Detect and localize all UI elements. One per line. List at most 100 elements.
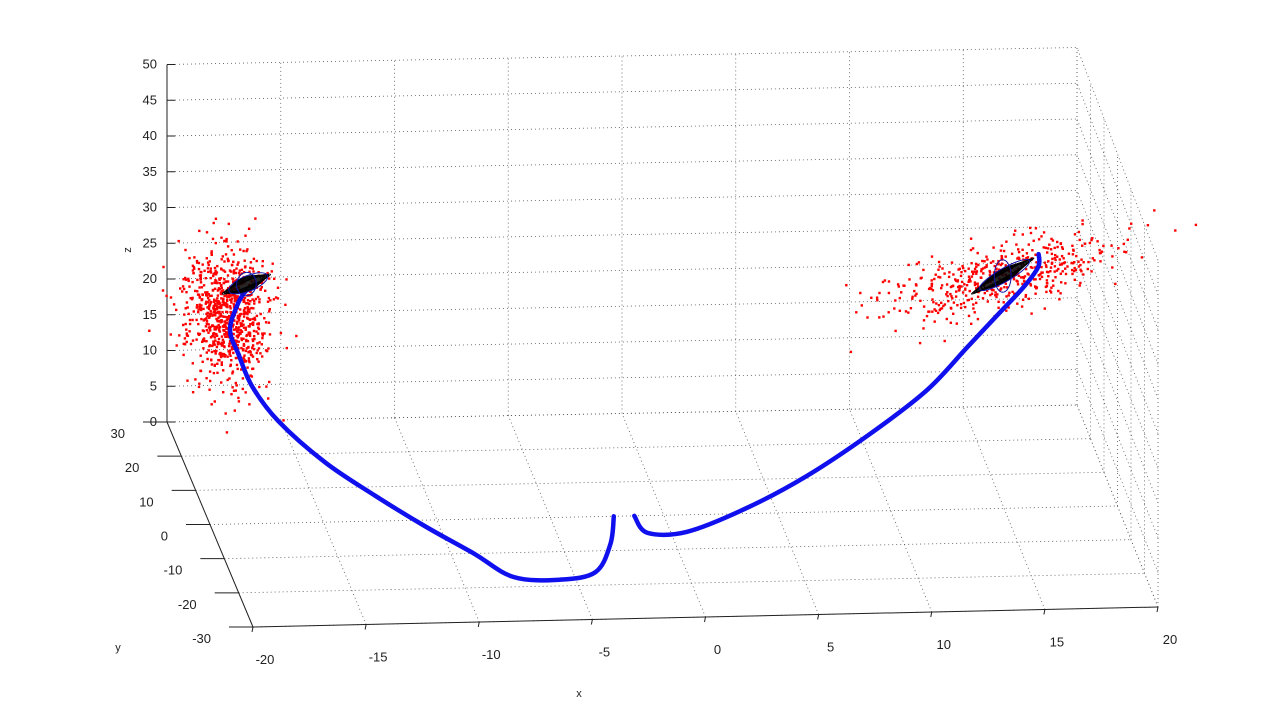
scatter-point [1050,261,1054,264]
scatter-point [191,318,194,322]
scatter-point [224,253,228,256]
scatter-point [220,344,224,347]
scatter-point [233,294,237,297]
scatter-point [1051,239,1055,242]
scatter-point [240,346,243,350]
scatter-point [222,329,225,332]
scatter-point [976,251,979,255]
scatter-point [259,312,262,316]
scatter-point [1000,256,1004,259]
scatter-point [223,303,226,307]
scatter-point [248,302,251,306]
scatter-point [876,299,879,302]
scatter-point [1122,242,1125,246]
scatter-point [187,312,190,316]
scatter-point [942,304,945,308]
scatter-point [1004,264,1007,267]
scatter-point [1017,248,1020,251]
scatter-point [217,300,221,303]
scatter-point [242,344,246,347]
scatter-point [1024,293,1028,297]
scatter-point [225,237,228,241]
scatter-point [234,328,237,331]
scatter-point [1080,270,1083,273]
scatter-point [968,289,971,293]
scatter-point [201,293,204,297]
scatter-point [1044,264,1048,267]
scatter-point [959,306,963,310]
scatter-point [237,319,241,322]
scatter-point [249,350,252,354]
scatter-point [248,270,251,273]
scatter-point [232,253,236,256]
scatter-point [1072,261,1076,264]
scatter-point [256,349,259,352]
scatter-point [230,297,234,300]
scatter-point [216,371,219,374]
scatter-point [1014,229,1017,232]
scatter-point [988,271,992,274]
scatter-point [973,311,976,314]
scatter-point [1032,239,1035,242]
scatter-point [870,296,873,299]
scatter-point [184,307,187,310]
scatter-point [1081,219,1084,222]
scatter-point [983,291,986,295]
scatter-point [1124,251,1128,254]
scatter-point [1034,292,1037,295]
scatter-point [247,359,251,362]
scatter-point [216,264,219,268]
scatter-point [887,311,890,314]
scatter-point [216,362,219,365]
scatter-point [207,293,210,296]
scatter-point [964,294,968,297]
scatter-point [1090,238,1093,242]
scatter-point [194,378,197,381]
scatter-point [182,323,185,327]
scatter-point [209,269,212,273]
scatter-point [276,286,280,289]
scatter-point [232,319,236,322]
scatter-point [246,307,249,310]
scatter-point [975,270,979,273]
scatter-point [223,315,226,318]
scatter-point [255,259,258,263]
scatter-point [959,274,963,278]
scatter-point [222,345,226,348]
scatter-point [930,255,934,258]
scatter-point [169,296,173,299]
scatter-point [945,293,948,296]
scatter-point [205,231,209,234]
scatter-point [205,377,208,380]
x-tick-mark [704,616,706,623]
scatter-point [940,286,943,290]
scatter-point [994,291,997,294]
scatter-point [192,310,195,313]
scatter-point [1146,224,1150,227]
scatter-point [244,234,247,237]
scatter-point [956,304,959,307]
scatter-point [219,306,222,310]
scatter-point [1000,287,1003,290]
scatter-point [1025,257,1029,260]
scatter-point [193,256,196,259]
scatter-point [210,324,214,327]
grid-line [962,406,1046,610]
grid-line [166,82,1078,101]
scatter-point [251,298,254,301]
scatter-point [217,337,221,341]
scatter-point [238,313,241,316]
scatter-point [199,308,203,312]
scatter-point [955,322,958,325]
scatter-point [1021,276,1025,279]
scatter-point [213,343,216,346]
scatter-point [233,296,236,300]
scatter-point [225,240,228,243]
scatter-point [1003,286,1006,289]
scatter-point [197,385,201,389]
scatter-point [231,347,234,350]
scatter-point [1075,254,1078,258]
grid-line [394,417,480,623]
scatter-point [1053,270,1056,273]
scatter-point [213,310,217,313]
